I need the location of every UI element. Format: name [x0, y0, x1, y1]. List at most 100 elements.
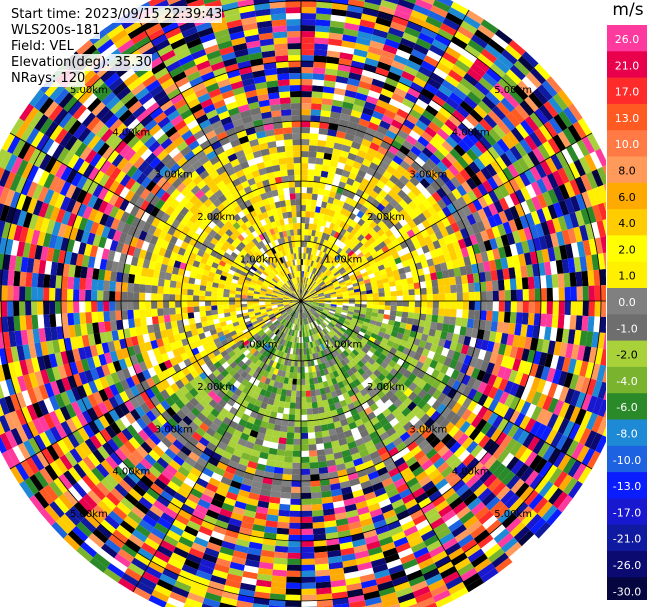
velocity-gate: [573, 256, 582, 273]
velocity-gate: [301, 181, 308, 188]
velocity-gate: [285, 588, 301, 595]
velocity-gate: [552, 93, 568, 111]
velocity-gate: [456, 301, 463, 310]
velocity-gate: [445, 97, 460, 110]
velocity-gate: [73, 312, 81, 325]
velocity-gate: [484, 271, 492, 282]
velocity-gate: [340, 286, 348, 291]
velocity-gate: [289, 522, 301, 529]
velocity-gate: [572, 121, 587, 139]
velocity-gate: [342, 245, 350, 252]
velocity-gate: [471, 263, 479, 274]
velocity-gate: [433, 67, 449, 80]
velocity-gate: [503, 311, 511, 323]
velocity-gate: [317, 218, 323, 226]
velocity-gate: [241, 301, 248, 305]
velocity-gate: [199, 306, 206, 312]
velocity-gate: [520, 186, 532, 201]
velocity-gate: [294, 360, 298, 367]
velocity-gate: [403, 155, 415, 166]
velocity-gate: [352, 54, 367, 64]
velocity-gate: [540, 301, 547, 314]
velocity-gate: [365, 286, 373, 291]
velocity-gate: [334, 136, 345, 145]
velocity-gate: [399, 273, 407, 280]
velocity-gate: [577, 118, 592, 136]
velocity-gate: [504, 44, 522, 61]
velocity-gate: [360, 301, 367, 305]
velocity-gate: [581, 191, 592, 209]
velocity-gate: [336, 292, 343, 296]
velocity-gate: [325, 279, 332, 285]
velocity-gate: [311, 503, 323, 511]
velocity-gate: [545, 274, 553, 289]
velocity-gate: [347, 259, 355, 266]
velocity-gate: [316, 7, 332, 15]
velocity-gate: [422, 327, 431, 336]
velocity-gate: [490, 270, 498, 281]
velocity-gate: [457, 54, 474, 68]
velocity-gate: [456, 219, 466, 231]
velocity-gate: [546, 287, 553, 301]
velocity-gate: [579, 156, 592, 175]
velocity-gate: [486, 249, 495, 262]
velocity-gate: [333, 260, 340, 268]
velocity-gate: [317, 455, 327, 463]
velocity-gate: [479, 136, 493, 150]
velocity-gate: [467, 189, 478, 202]
velocity-gate: [357, 218, 366, 227]
velocity-gate: [317, 290, 323, 294]
velocity-gate: [452, 87, 468, 101]
velocity-gate: [308, 286, 313, 292]
velocity-gate: [354, 174, 364, 184]
velocity-gate: [551, 314, 559, 328]
velocity-gate: [282, 468, 293, 475]
velocity-gate: [457, 122, 471, 136]
velocity-gate: [338, 249, 346, 257]
velocity-gate: [363, 172, 373, 182]
velocity-gate: [514, 189, 526, 204]
velocity-gate: [370, 34, 387, 45]
velocity-gate: [279, 497, 291, 505]
velocity-gate: [301, 73, 313, 80]
velocity-gate: [592, 204, 603, 222]
velocity-gate: [272, 569, 287, 577]
velocity-gate: [372, 266, 380, 273]
velocity-gate: [500, 257, 509, 270]
velocity-gate: [386, 271, 394, 278]
velocity-gate: [301, 462, 310, 469]
velocity-gate: [446, 214, 456, 225]
velocity-gate: [277, 515, 290, 523]
velocity-gate: [350, 252, 357, 260]
velocity-gate: [363, 240, 371, 249]
velocity-gate: [496, 269, 504, 281]
velocity-gate: [361, 138, 372, 148]
velocity-gate: [379, 175, 390, 185]
velocity-gate: [313, 268, 318, 275]
velocity-gate: [373, 216, 382, 225]
velocity-gate: [341, 40, 356, 49]
velocity-gate: [557, 131, 572, 148]
velocity-gate: [301, 91, 312, 98]
velocity-gate: [341, 309, 348, 314]
velocity-gate: [333, 142, 343, 151]
velocity-gate: [552, 301, 559, 315]
velocity-gate: [341, 288, 348, 293]
velocity-gate: [285, 444, 294, 451]
velocity-gate: [498, 210, 509, 224]
velocity-gate: [383, 282, 390, 288]
velocity-gate: [326, 56, 340, 64]
velocity-gate: [378, 55, 394, 66]
velocity-gate: [426, 287, 433, 295]
velocity-gate: [344, 132, 355, 142]
velocity-gate: [306, 408, 313, 415]
velocity-gate: [317, 188, 325, 196]
velocity-gate: [519, 215, 530, 229]
velocity-gate: [521, 312, 529, 325]
velocity-gate: [301, 31, 316, 38]
velocity-gate: [443, 277, 451, 286]
velocity-gate: [474, 310, 481, 320]
velocity-gate: [436, 198, 447, 210]
velocity-gate: [286, 576, 301, 583]
velocity-gate: [342, 34, 358, 43]
